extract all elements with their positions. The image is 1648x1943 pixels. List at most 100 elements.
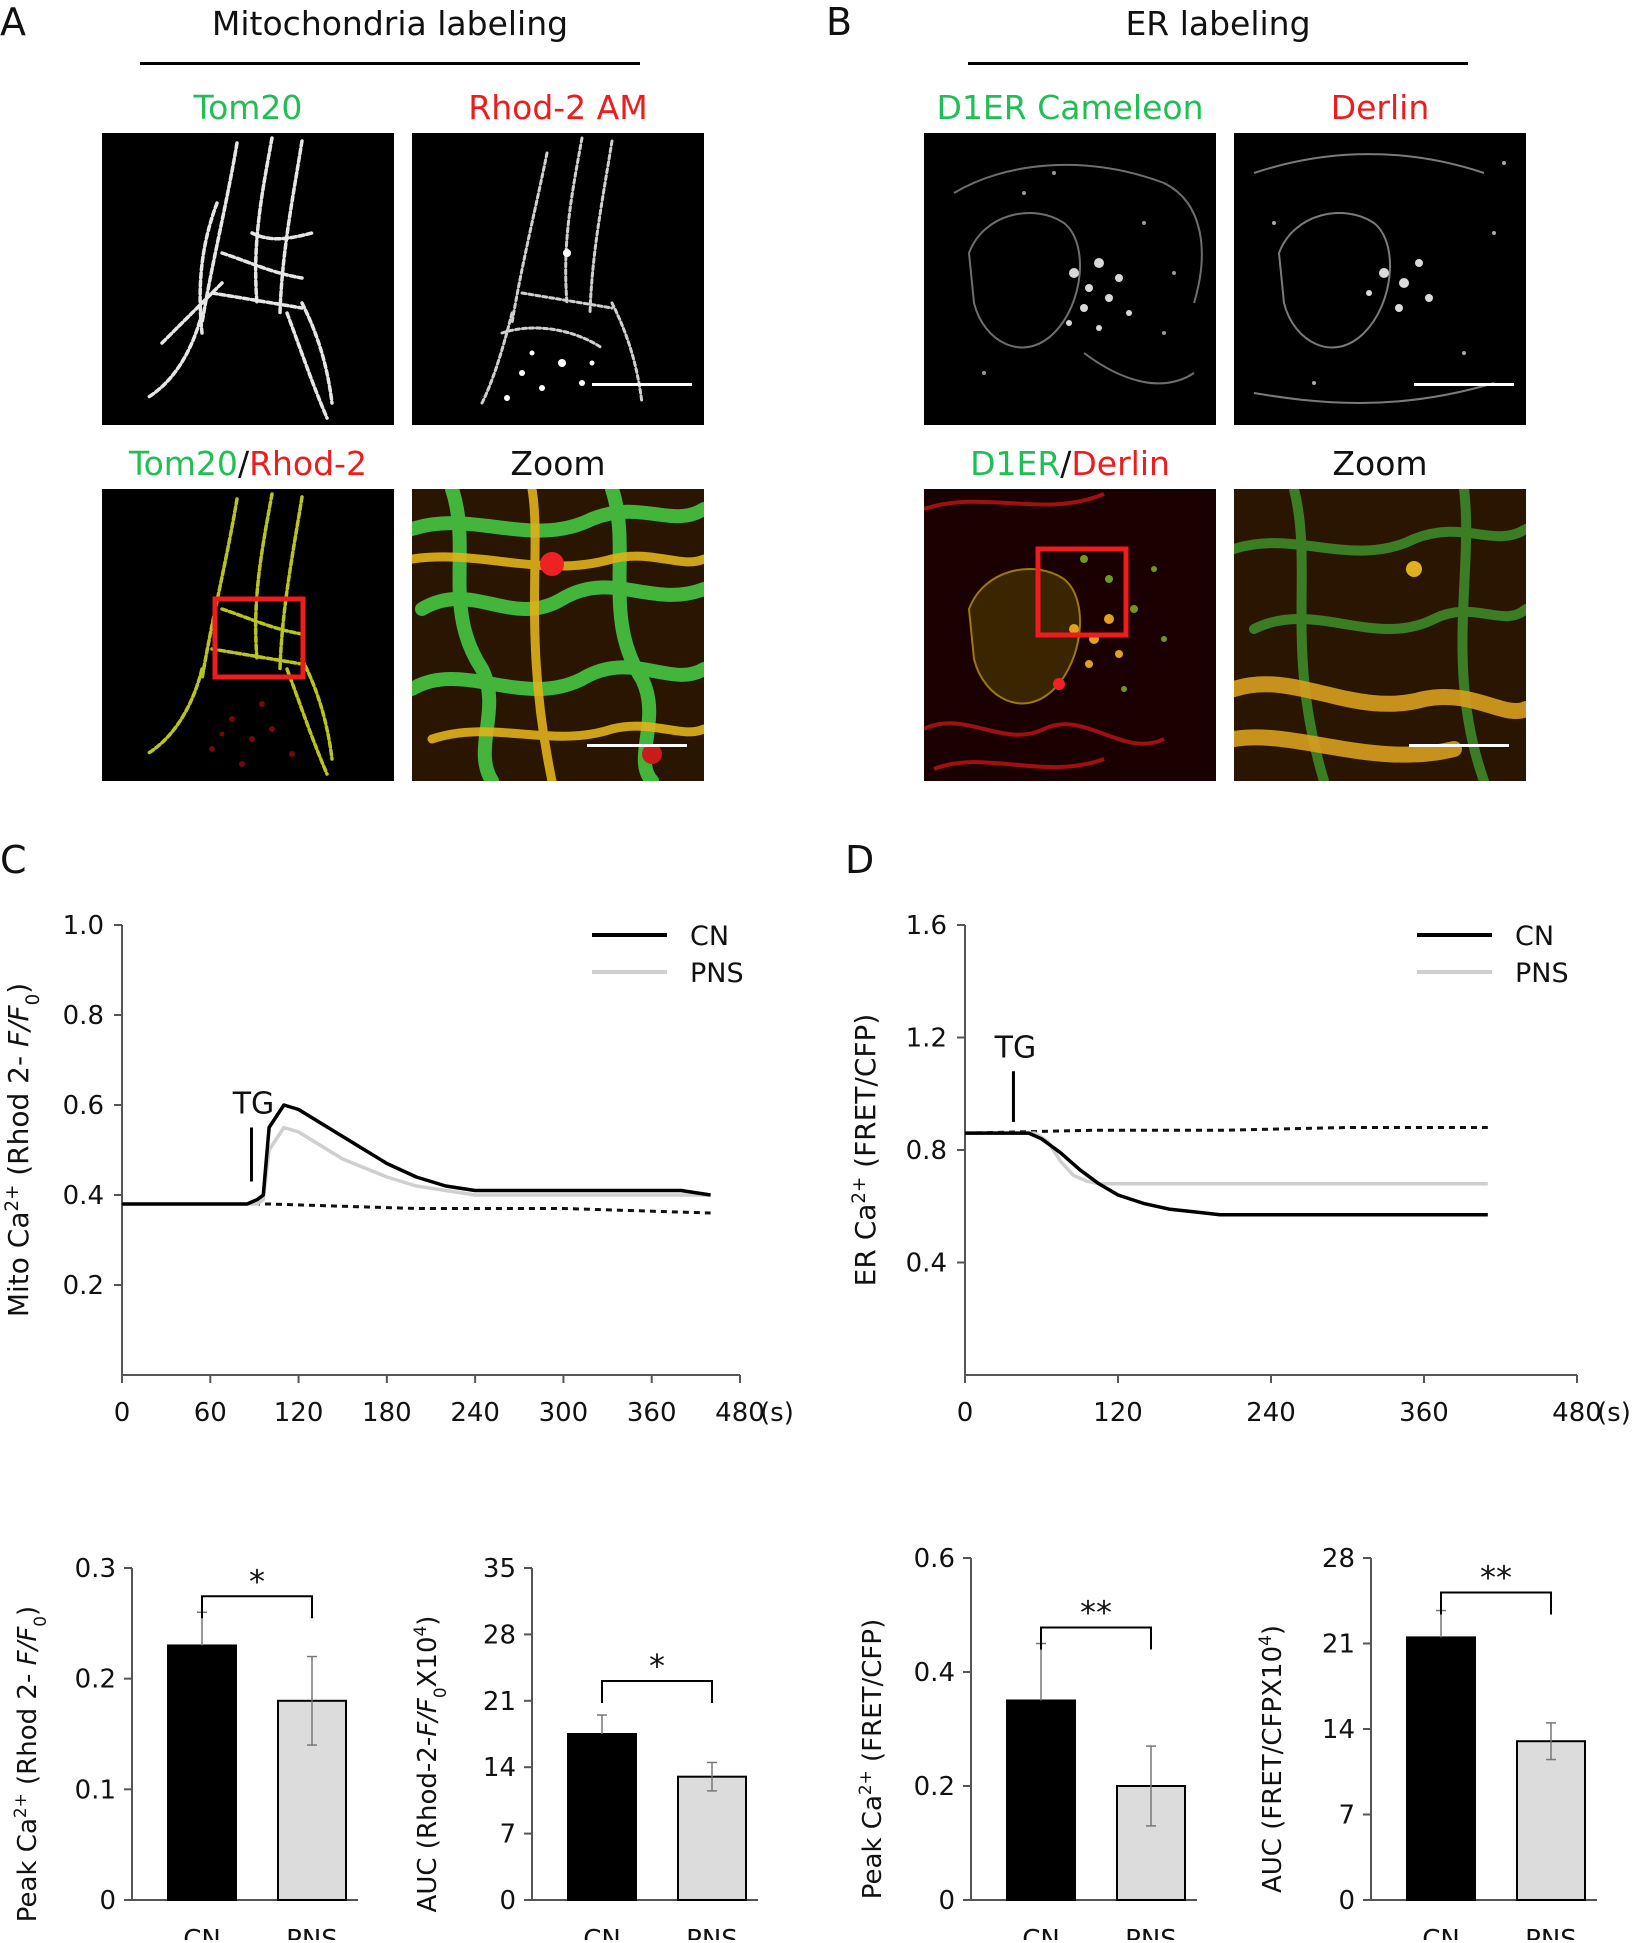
x-category-label: CN	[583, 1925, 621, 1940]
y-tick-label: 1.6	[906, 911, 947, 941]
chart-c-peak-bar: 0 0.1 0.2 0.3 CN PNS * Peak Ca2+ (Rhod 2- F/F0)	[10, 1554, 358, 1940]
y-axis-label: AUC (FRET/CFPX104)	[1255, 1625, 1288, 1893]
panel-letter-b: B	[826, 0, 853, 44]
chart-d-peak-bar: 0 0.2 0.4 0.6 CN PNS ** Peak Ca2+ (FRET/CFP)	[855, 1544, 1197, 1940]
significance-bracket	[601, 1680, 713, 1704]
y-tick-label: 7	[1338, 1801, 1355, 1831]
x-tick-label: 480	[715, 1398, 765, 1428]
significance-bracket	[1040, 1626, 1152, 1650]
y-tick-label: 28	[483, 1620, 516, 1650]
panel-b-header: ER labeling	[1125, 4, 1311, 43]
y-axis-label: Peak Ca2+ (FRET/CFP)	[855, 1619, 888, 1899]
y-tick-label: 0.6	[63, 1091, 104, 1121]
significance-marker: *	[649, 1647, 665, 1685]
merge-separator: /	[237, 444, 250, 483]
merge-green-text: D1ER	[970, 444, 1061, 483]
chart-d-auc-bar: 0 7 14 21 28 CN PNS ** AUC (FRET/CFPX104)	[1255, 1544, 1597, 1940]
x-tick-label: 120	[274, 1398, 324, 1428]
y-tick-label: 0.2	[75, 1665, 116, 1695]
y-tick-label: 1.0	[63, 911, 104, 941]
panel-letter-c: C	[0, 838, 27, 882]
y-tick-label: 0.2	[914, 1772, 955, 1802]
x-tick-label: 0	[114, 1398, 131, 1428]
y-axis-label: AUC (Rhod-2-F/F0X104)	[410, 1616, 450, 1913]
bar-cn	[1006, 1699, 1076, 1901]
panel-a-header-rule	[140, 62, 640, 65]
significance-marker: **	[1080, 1594, 1112, 1632]
micrograph-merge-b	[924, 489, 1216, 781]
y-tick-label: 0.8	[906, 1136, 947, 1166]
y-axis-label: ER Ca2+ (FRET/CFP)	[849, 1014, 883, 1287]
significance-marker: **	[1480, 1559, 1512, 1597]
y-tick-label: 0	[1338, 1886, 1355, 1916]
micrograph-merge-a	[102, 489, 394, 781]
legend-label-pns: PNS	[690, 958, 744, 989]
bar-cn	[1406, 1636, 1476, 1901]
y-tick-label: 0	[99, 1886, 116, 1916]
legend-label-cn: CN	[690, 921, 729, 952]
micrograph-zoom-b	[1234, 489, 1526, 781]
y-tick-label: 14	[483, 1753, 516, 1783]
x-category-label: CN	[1422, 1925, 1460, 1940]
y-tick-label: 0.2	[63, 1271, 104, 1301]
y-tick-label: 0.1	[75, 1775, 116, 1805]
x-tick-label: 0	[957, 1398, 974, 1428]
y-axis-label: Mito Ca2+ (Rhod 2- F/F0)	[2, 983, 44, 1317]
x-category-label: PNS	[1525, 1925, 1577, 1940]
x-tick-label: 240	[1246, 1398, 1296, 1428]
label-d1er-derlin-merge: D1ER/Derlin	[902, 444, 1238, 483]
merge-red-text: Rhod-2	[249, 444, 367, 483]
y-tick-label: 0	[938, 1886, 955, 1916]
x-tick-label: 180	[362, 1398, 412, 1428]
x-tick-label: 480	[1552, 1398, 1602, 1428]
y-tick-label: 35	[483, 1554, 516, 1584]
micrograph-d1er	[924, 133, 1216, 425]
tg-label: TG	[994, 1030, 1037, 1065]
y-tick-label: 0.4	[63, 1181, 104, 1211]
x-category-label: PNS	[286, 1925, 338, 1940]
y-tick-label: 21	[1322, 1630, 1355, 1660]
y-tick-label: 21	[483, 1687, 516, 1717]
bar-pns	[1516, 1740, 1586, 1902]
x-tick-label: 360	[627, 1398, 677, 1428]
merge-separator: /	[1060, 444, 1072, 483]
x-unit-label: (s)	[1597, 1398, 1631, 1428]
y-tick-label: 0.4	[914, 1658, 955, 1688]
series-line-baseline	[964, 1126, 1488, 1135]
x-tick-label: 120	[1093, 1398, 1143, 1428]
series-line-cn	[122, 1103, 711, 1206]
y-tick-label: 0.8	[63, 1001, 104, 1031]
panel-b-header-rule	[968, 62, 1468, 65]
micrograph-rhod2am	[412, 133, 704, 425]
bar-pns	[677, 1775, 747, 1901]
label-d1er-cameleon: D1ER Cameleon	[936, 88, 1204, 127]
label-zoom-b: Zoom	[1332, 444, 1428, 483]
significance-bracket	[1440, 1591, 1552, 1615]
significance-marker: *	[249, 1562, 265, 1600]
label-rhod2am: Rhod-2 AM	[468, 88, 648, 127]
y-axis-label: Peak Ca2+ (Rhod 2- F/F0)	[10, 1606, 50, 1922]
legend-label-cn: CN	[1515, 921, 1554, 952]
y-tick-label: 0.6	[914, 1544, 955, 1574]
micrograph-tom20	[102, 133, 394, 425]
y-tick-label: 0.3	[75, 1554, 116, 1584]
x-category-label: PNS	[686, 1925, 738, 1940]
x-tick-label: 360	[1399, 1398, 1449, 1428]
x-tick-label: 300	[539, 1398, 589, 1428]
micrograph-derlin	[1234, 133, 1526, 425]
x-category-label: PNS	[1125, 1925, 1177, 1940]
bar-cn	[567, 1733, 637, 1901]
y-tick-label: 1.2	[906, 1024, 947, 1054]
label-derlin: Derlin	[1330, 88, 1430, 127]
x-unit-label: (s)	[760, 1398, 794, 1428]
x-tick-label: 60	[194, 1398, 227, 1428]
y-tick-label: 28	[1322, 1544, 1355, 1574]
micrograph-zoom-a	[412, 489, 704, 781]
y-tick-label: 7	[499, 1820, 516, 1850]
chart-d-line: 0.4 0.8 1.2 1.6 0 120 240 360 480(s) ER Ca2+ (FRE…	[849, 911, 1631, 1428]
y-tick-label: 14	[1322, 1715, 1355, 1745]
merge-green-text: Tom20	[129, 444, 238, 483]
y-tick-label: 0.4	[906, 1249, 947, 1279]
series-line-pns	[122, 1125, 711, 1206]
x-category-label: CN	[183, 1925, 221, 1940]
